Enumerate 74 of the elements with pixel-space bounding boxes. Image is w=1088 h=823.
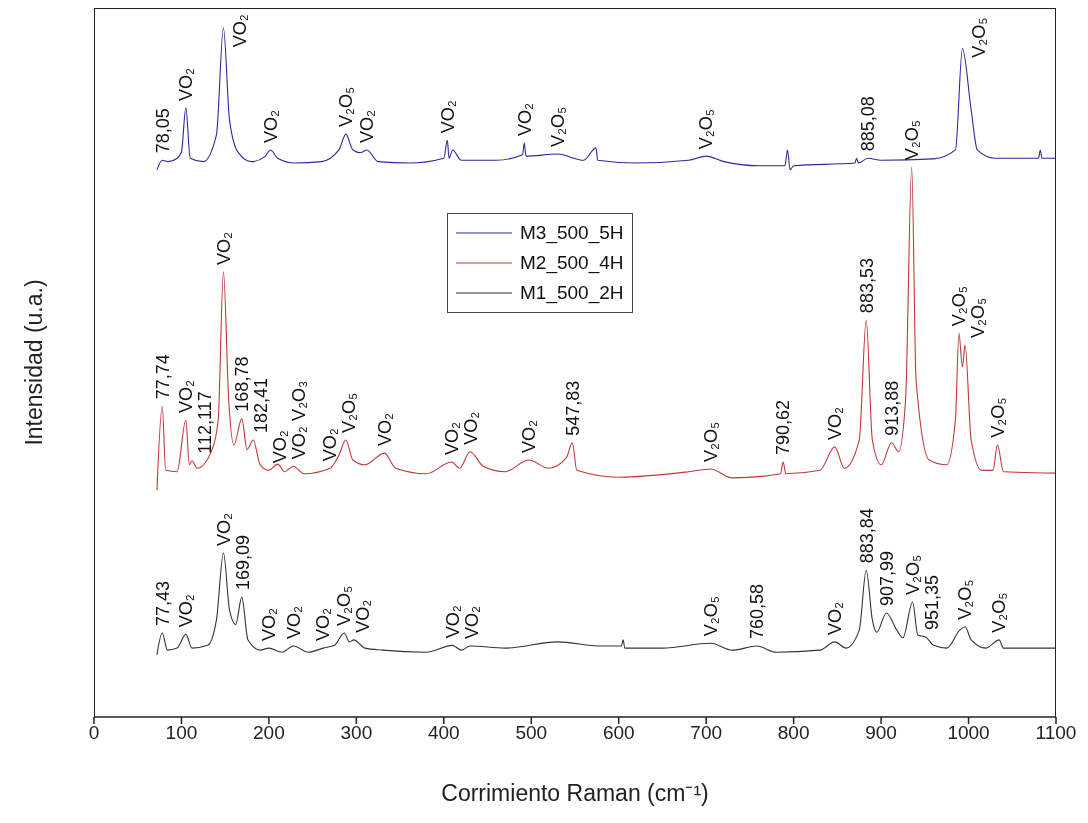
x-tick-label: 700 — [690, 722, 723, 744]
annotation: VO₂ — [441, 422, 462, 456]
annotation: VO₂ — [437, 100, 458, 134]
annotation: VO₂ — [260, 109, 281, 143]
annotation: 790,62 — [773, 400, 794, 456]
annotation: VO₂ — [825, 601, 846, 635]
annotation: VO₂ — [213, 513, 234, 547]
annotation: V₂O₅ — [949, 285, 970, 327]
x-tick-label: 200 — [253, 722, 285, 744]
annotation: V₂O₅ — [902, 119, 922, 161]
annotation: VO₂ — [213, 231, 234, 265]
annotation: 547,83 — [562, 380, 583, 436]
annotation: V₂O₅ — [955, 579, 976, 620]
annotation: VO₂ — [229, 14, 250, 48]
annotation: 951,35 — [921, 575, 942, 631]
annotation: V₂O₅ — [339, 392, 360, 434]
annotation: VO₂ — [313, 608, 334, 642]
legend-label: M2_500_4H — [520, 252, 624, 274]
annotation: VO₂ — [353, 599, 374, 633]
annotation: VO₂ — [514, 103, 535, 137]
x-tick-label: 300 — [340, 722, 373, 744]
annotation: VO₂ — [825, 406, 846, 440]
annotation: VO₂ — [357, 109, 378, 143]
x-tick-label: 100 — [165, 722, 198, 744]
legend-label: M1_500_2H — [520, 282, 624, 304]
annotation: 169,09 — [232, 535, 253, 591]
annotation: 78,05 — [152, 108, 173, 154]
annotation: V₂O₅ — [989, 592, 1010, 633]
x-axis-title: Corrimiento Raman (cm⁻¹) — [441, 780, 709, 806]
annotation: VO₂ — [374, 413, 395, 447]
annotation: 883,53 — [856, 258, 877, 314]
annotation: V₂O₃ — [289, 380, 310, 421]
annotation: VO₂ — [461, 606, 482, 640]
annotation: 182,41 — [251, 377, 272, 434]
annotation: V₂O₅ — [334, 585, 355, 626]
x-tick-label: 800 — [777, 722, 810, 744]
x-tick-label: 900 — [865, 722, 897, 744]
annotation: V₂O₅ — [547, 106, 568, 148]
annotation: V₂O₅ — [968, 297, 989, 338]
annotation: VO₂ — [270, 430, 291, 464]
annotation: V₂O₅ — [987, 397, 1008, 438]
annotation: V₂O₅ — [700, 596, 721, 637]
x-tick-label: 400 — [427, 722, 460, 744]
annotation: VO₂ — [176, 67, 197, 101]
annotation: VO₂ — [176, 594, 197, 628]
annotation: 885,08 — [858, 96, 879, 152]
annotation: V₂O₅ — [336, 86, 357, 128]
annotation: VO₂ — [289, 426, 310, 460]
annotation: VO₂ — [320, 428, 341, 462]
legend-label: M3_500_5H — [520, 222, 624, 244]
annotation: 77,74 — [152, 354, 173, 400]
annotation: VO₂ — [442, 605, 463, 639]
x-tick-label: 600 — [602, 722, 635, 744]
x-tick-label: 1100 — [1035, 722, 1077, 744]
annotation: VO₂ — [283, 606, 304, 640]
annotation: 77,43 — [152, 580, 173, 626]
annotation: V₂O₅ — [968, 17, 989, 58]
x-tick-label: 500 — [515, 722, 548, 744]
annotation: 883,84 — [856, 508, 877, 564]
annotation: 168,78 — [232, 356, 253, 412]
annotation: VO₂ — [259, 608, 280, 642]
x-tick-label: 1000 — [947, 722, 990, 744]
annotation: 760,58 — [747, 583, 768, 640]
annotation: V₂O₅ — [700, 421, 721, 462]
annotation: VO₂ — [460, 411, 481, 445]
y-axis-title: Intensidad (u.a.) — [21, 279, 47, 446]
annotation: V₂O₅ — [696, 108, 717, 150]
annotation: VO₂ — [176, 380, 197, 414]
annotation: 907,99 — [876, 550, 897, 606]
annotation: VO₂ — [518, 419, 539, 453]
x-tick-label: 0 — [88, 722, 100, 744]
annotation: V₂O₅ — [902, 554, 923, 595]
annotation: 913,88 — [881, 380, 902, 436]
annotation: 112,117 — [195, 391, 216, 454]
